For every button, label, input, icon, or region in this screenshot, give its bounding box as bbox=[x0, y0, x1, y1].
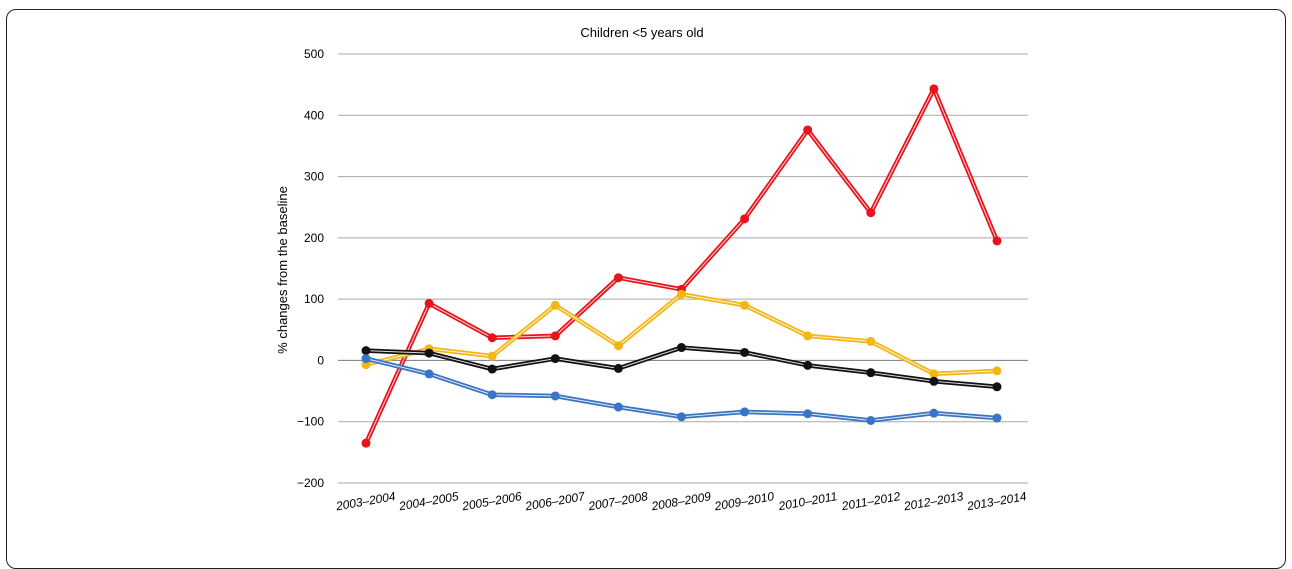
data-point bbox=[866, 336, 876, 346]
data-point bbox=[740, 407, 750, 417]
series-1 bbox=[361, 84, 1002, 448]
gridlines bbox=[338, 53, 1028, 484]
data-point bbox=[740, 214, 750, 224]
data-point bbox=[803, 331, 813, 341]
data-point bbox=[929, 376, 939, 386]
data-point bbox=[361, 438, 371, 448]
data-point bbox=[929, 408, 939, 418]
data-point bbox=[992, 366, 1002, 376]
data-point bbox=[677, 343, 686, 353]
x-tick-label: 2010–2011 bbox=[777, 489, 839, 513]
series-line bbox=[363, 86, 1000, 445]
data-point bbox=[929, 369, 939, 379]
data-point bbox=[487, 333, 497, 343]
data-point bbox=[613, 402, 623, 412]
y-tick-label: −200 bbox=[297, 476, 324, 490]
data-point bbox=[803, 360, 813, 370]
series-4 bbox=[361, 354, 1002, 425]
x-axis-ticks: 2003–2004 2004–2005 2005–2006 2006–2007 2007… bbox=[334, 489, 1028, 514]
data-point bbox=[740, 347, 750, 357]
data-point bbox=[550, 391, 560, 401]
data-point bbox=[361, 346, 371, 356]
x-tick-label: 2009–2010 bbox=[713, 489, 776, 513]
x-tick-label: 2005–2006 bbox=[460, 489, 523, 513]
x-tick-label: 2003–2004 bbox=[334, 489, 397, 513]
data-point bbox=[550, 300, 560, 310]
y-tick-label: 0 bbox=[317, 353, 324, 367]
x-tick-label: 2012–2013 bbox=[902, 489, 965, 513]
series-3 bbox=[361, 343, 1002, 392]
data-point bbox=[424, 298, 434, 308]
y-tick-label: −100 bbox=[297, 415, 324, 429]
data-point bbox=[487, 390, 497, 400]
data-point bbox=[487, 351, 497, 361]
data-point bbox=[866, 368, 876, 378]
series-line bbox=[365, 356, 998, 423]
data-point bbox=[613, 341, 623, 351]
data-point bbox=[803, 125, 813, 135]
y-axis-label: % changes from the baseline bbox=[275, 186, 290, 354]
data-point bbox=[992, 382, 1002, 392]
series-line-highlight bbox=[365, 88, 998, 444]
line-chart: −200 −100 0 100 200 300 400 500 2003–2004 2004–2… bbox=[275, 25, 1028, 514]
data-point bbox=[866, 415, 876, 425]
data-point bbox=[487, 364, 497, 374]
y-tick-label: 200 bbox=[304, 231, 324, 245]
series-2 bbox=[361, 289, 1002, 379]
x-tick-label: 2004–2005 bbox=[397, 489, 460, 513]
x-tick-label: 2011–2012 bbox=[840, 489, 902, 513]
data-point bbox=[866, 208, 876, 218]
data-point bbox=[550, 331, 560, 341]
data-point bbox=[613, 363, 623, 373]
data-point bbox=[550, 354, 560, 364]
x-tick-label: 2007–2008 bbox=[586, 489, 649, 513]
data-point bbox=[677, 412, 686, 422]
data-point bbox=[992, 413, 1002, 423]
series-lines bbox=[361, 84, 1002, 448]
data-point bbox=[613, 273, 623, 283]
series-line-highlight bbox=[365, 358, 998, 421]
data-point bbox=[361, 354, 371, 364]
y-tick-label: 300 bbox=[304, 170, 324, 184]
data-point bbox=[424, 369, 434, 379]
y-axis-ticks: −200 −100 0 100 200 300 400 500 bbox=[297, 47, 324, 490]
data-point bbox=[992, 236, 1002, 246]
y-tick-label: 100 bbox=[304, 292, 324, 306]
data-point bbox=[929, 84, 939, 94]
y-tick-label: 400 bbox=[304, 108, 324, 122]
data-point bbox=[740, 300, 750, 310]
x-tick-label: 2006–2007 bbox=[523, 489, 587, 514]
data-point bbox=[803, 409, 813, 419]
x-tick-label: 2008–2009 bbox=[649, 489, 712, 513]
x-tick-label: 2013–2014 bbox=[965, 489, 1028, 513]
data-point bbox=[677, 289, 686, 299]
chart-title: Children <5 years old bbox=[580, 25, 703, 40]
y-tick-label: 500 bbox=[304, 47, 324, 61]
data-point bbox=[424, 348, 434, 358]
